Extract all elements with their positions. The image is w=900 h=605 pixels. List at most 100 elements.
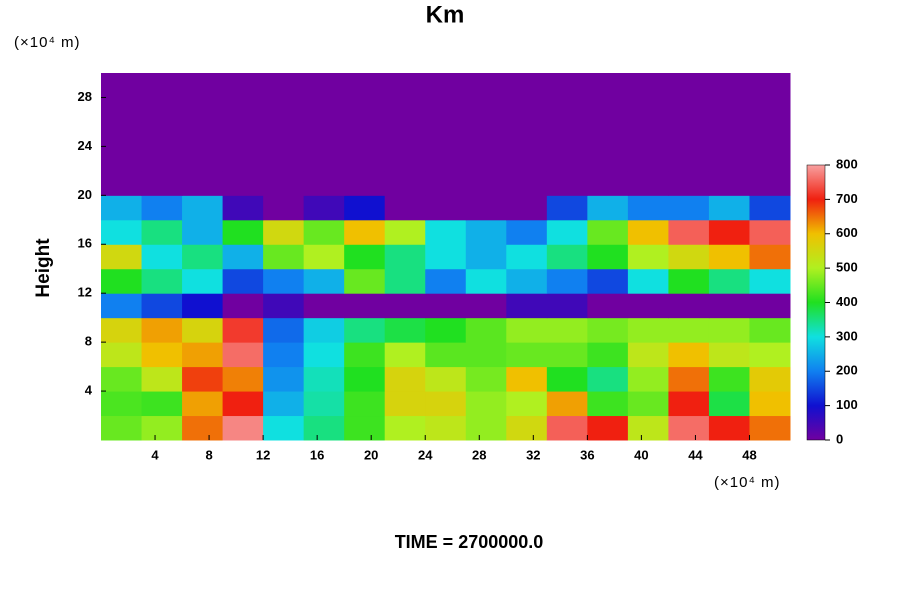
cell bbox=[465, 219, 507, 245]
cell bbox=[384, 268, 426, 294]
cell bbox=[465, 293, 507, 319]
cell bbox=[141, 195, 183, 221]
cell bbox=[141, 219, 183, 245]
cell bbox=[506, 244, 548, 270]
cell bbox=[425, 121, 467, 147]
cell bbox=[222, 342, 264, 368]
cell bbox=[303, 268, 345, 294]
cell bbox=[182, 97, 224, 123]
colorbar-tick-label: 700 bbox=[836, 191, 858, 206]
cell bbox=[141, 391, 183, 417]
cell bbox=[425, 415, 467, 441]
cell bbox=[182, 244, 224, 270]
cell bbox=[668, 391, 710, 417]
cell bbox=[222, 244, 264, 270]
cell bbox=[101, 366, 143, 392]
cell bbox=[668, 146, 710, 172]
cell bbox=[303, 97, 345, 123]
cell bbox=[546, 97, 588, 123]
cell bbox=[101, 219, 143, 245]
cell bbox=[546, 415, 588, 441]
cell bbox=[141, 73, 183, 98]
cell bbox=[141, 170, 183, 196]
cell bbox=[222, 415, 264, 441]
cell bbox=[506, 146, 548, 172]
cell bbox=[101, 97, 143, 123]
cell bbox=[384, 366, 426, 392]
cell bbox=[506, 73, 548, 98]
cell bbox=[546, 342, 588, 368]
cell bbox=[465, 415, 507, 441]
cell bbox=[668, 97, 710, 123]
cell bbox=[749, 97, 791, 123]
cell bbox=[384, 146, 426, 172]
colorbar-tick-label: 500 bbox=[836, 260, 858, 275]
cell bbox=[749, 317, 791, 343]
cell bbox=[101, 268, 143, 294]
cell bbox=[668, 293, 710, 319]
cell bbox=[303, 244, 345, 270]
x-tick-label: 32 bbox=[526, 447, 540, 462]
cell bbox=[101, 342, 143, 368]
cell bbox=[506, 97, 548, 123]
cell bbox=[344, 244, 386, 270]
x-unit-label: (×10⁴ m) bbox=[714, 474, 781, 491]
x-tick-label: 40 bbox=[634, 447, 648, 462]
cell bbox=[344, 73, 386, 98]
cell bbox=[263, 268, 305, 294]
cell bbox=[668, 121, 710, 147]
cell bbox=[384, 170, 426, 196]
cell bbox=[749, 121, 791, 147]
cell bbox=[749, 244, 791, 270]
cell bbox=[465, 121, 507, 147]
cell bbox=[263, 97, 305, 123]
cell bbox=[627, 170, 669, 196]
y-tick-label: 4 bbox=[85, 383, 93, 398]
cell bbox=[425, 146, 467, 172]
cell bbox=[546, 391, 588, 417]
cell bbox=[627, 73, 669, 98]
cell bbox=[182, 293, 224, 319]
cell bbox=[425, 195, 467, 221]
cell bbox=[263, 342, 305, 368]
cell bbox=[546, 219, 588, 245]
cell bbox=[141, 97, 183, 123]
cell bbox=[344, 293, 386, 319]
cell bbox=[425, 366, 467, 392]
cell bbox=[344, 415, 386, 441]
cell bbox=[141, 366, 183, 392]
cell bbox=[506, 170, 548, 196]
cell bbox=[384, 219, 426, 245]
cell bbox=[627, 415, 669, 441]
cell bbox=[344, 170, 386, 196]
cell bbox=[465, 97, 507, 123]
cell bbox=[627, 317, 669, 343]
cell bbox=[182, 342, 224, 368]
cell bbox=[587, 170, 629, 196]
cell bbox=[303, 391, 345, 417]
cell bbox=[263, 415, 305, 441]
cell bbox=[506, 268, 548, 294]
cell bbox=[101, 146, 143, 172]
cell bbox=[587, 244, 629, 270]
cell bbox=[303, 293, 345, 319]
x-tick-label: 28 bbox=[472, 447, 486, 462]
cell bbox=[263, 146, 305, 172]
cell bbox=[263, 244, 305, 270]
cell bbox=[344, 366, 386, 392]
cell bbox=[749, 415, 791, 441]
cell bbox=[668, 195, 710, 221]
cell bbox=[344, 342, 386, 368]
cell bbox=[425, 293, 467, 319]
cell bbox=[749, 146, 791, 172]
cell bbox=[708, 146, 750, 172]
cell bbox=[344, 268, 386, 294]
colorbar-tick-label: 100 bbox=[836, 397, 858, 412]
cell bbox=[182, 73, 224, 98]
cell bbox=[303, 342, 345, 368]
cell bbox=[587, 73, 629, 98]
cell bbox=[506, 317, 548, 343]
cell bbox=[587, 391, 629, 417]
cell bbox=[384, 195, 426, 221]
